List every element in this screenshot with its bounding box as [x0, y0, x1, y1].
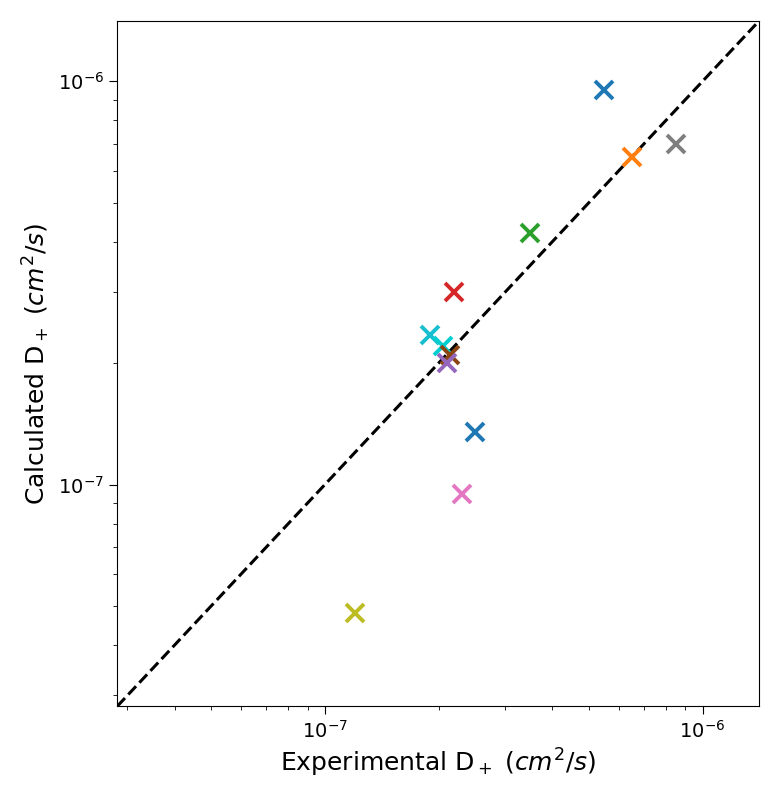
Y-axis label: Calculated D$_+$ $(cm^2/s)$: Calculated D$_+$ $(cm^2/s)$: [21, 222, 52, 505]
X-axis label: Experimental D$_+$ $(cm^2/s)$: Experimental D$_+$ $(cm^2/s)$: [280, 747, 596, 779]
